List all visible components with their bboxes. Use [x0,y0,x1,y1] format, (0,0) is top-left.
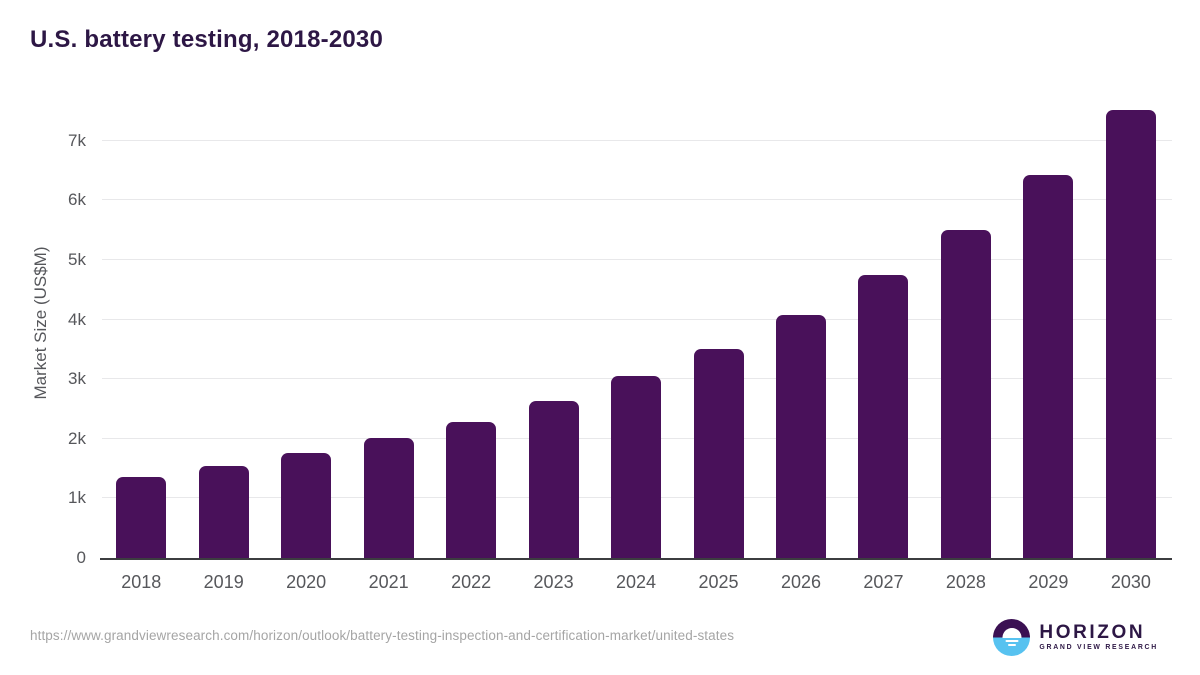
logo-title: HORIZON [1039,621,1146,643]
x-axis-label: 2024 [616,572,657,592]
y-tick-label: 2k [68,428,86,448]
y-tick-label: 6k [68,190,86,210]
y-tick-label: 1k [68,488,86,508]
x-axis-label: 2020 [286,572,327,592]
sun-reflection-line [1005,639,1019,642]
bar-slot [430,105,512,558]
bar-2019 [198,465,249,558]
x-axis-label: 2019 [203,572,244,592]
bar-slot [925,105,1007,558]
y-tick-label: 3k [68,369,86,389]
gridline [102,139,1172,141]
bar-2030 [1105,110,1156,558]
bar-slot [182,105,264,558]
gridline [102,318,1172,320]
bar-slot [842,105,924,558]
sun-reflection-line [1007,644,1016,647]
x-axis-label: 2026 [780,572,821,592]
bar-slot [760,105,842,558]
bar-slot [595,105,677,558]
sun-icon [1002,628,1022,638]
bar-2028 [940,229,991,558]
bar-slot [677,105,759,558]
bar-slot [347,105,429,558]
bar-slot [100,105,182,558]
x-axis-label: 2028 [945,572,986,592]
bar-2022 [446,421,497,558]
plot-area: 0 1k 2k 3k 4k 5k 6k 7k 2018 2019 2020 2021 2022 2023… [68,105,1172,592]
y-tick-label: 5k [68,249,86,269]
gridline [102,199,1172,201]
bar-2023 [528,400,579,558]
bars-container [100,105,1172,558]
source-url: https://www.grandviewresearch.com/horizo… [30,628,735,643]
x-axis-label: 2029 [1028,572,1069,592]
y-tick-label: 4k [68,309,86,329]
x-axis-label: 2025 [698,572,739,592]
x-axis-label: 2018 [121,572,162,592]
bar-2020 [281,452,332,558]
gridline [102,258,1172,260]
bar-2018 [116,476,167,558]
x-axis-label: 2027 [863,572,904,592]
x-axis-label: 2030 [1110,572,1151,592]
x-axis-label: 2022 [451,572,492,592]
x-axis-labels: 2018 2019 2020 2021 2022 2023 2024 2025 2026 2027… [100,558,1172,593]
bar-2029 [1023,175,1074,558]
bar-2024 [611,376,662,558]
bar-2027 [858,274,909,558]
bar-slot [512,105,594,558]
bar-slot [1007,105,1089,558]
bar-2021 [363,438,414,558]
bar-2026 [775,314,826,558]
logo-text: HORIZON GRAND VIEW RESEARCH [1039,623,1158,652]
bar-slot [265,105,347,558]
y-tick-label: 0 [76,548,86,567]
x-axis-label: 2021 [368,572,409,592]
bar-2025 [693,348,744,558]
x-axis-label: 2023 [533,572,574,592]
horizon-sunrise-icon [993,619,1031,656]
logo-subtitle: GRAND VIEW RESEARCH [1039,644,1158,652]
x-axis-line [100,558,1172,560]
horizon-logo: HORIZON GRAND VIEW RESEARCH [993,619,1158,656]
chart-title: U.S. battery testing, 2018-2030 [30,26,384,53]
y-tick-label: 7k [68,130,86,150]
y-axis-tick-labels: 0 1k 2k 3k 4k 5k 6k 7k [26,105,86,567]
bar-slot [1090,105,1172,558]
